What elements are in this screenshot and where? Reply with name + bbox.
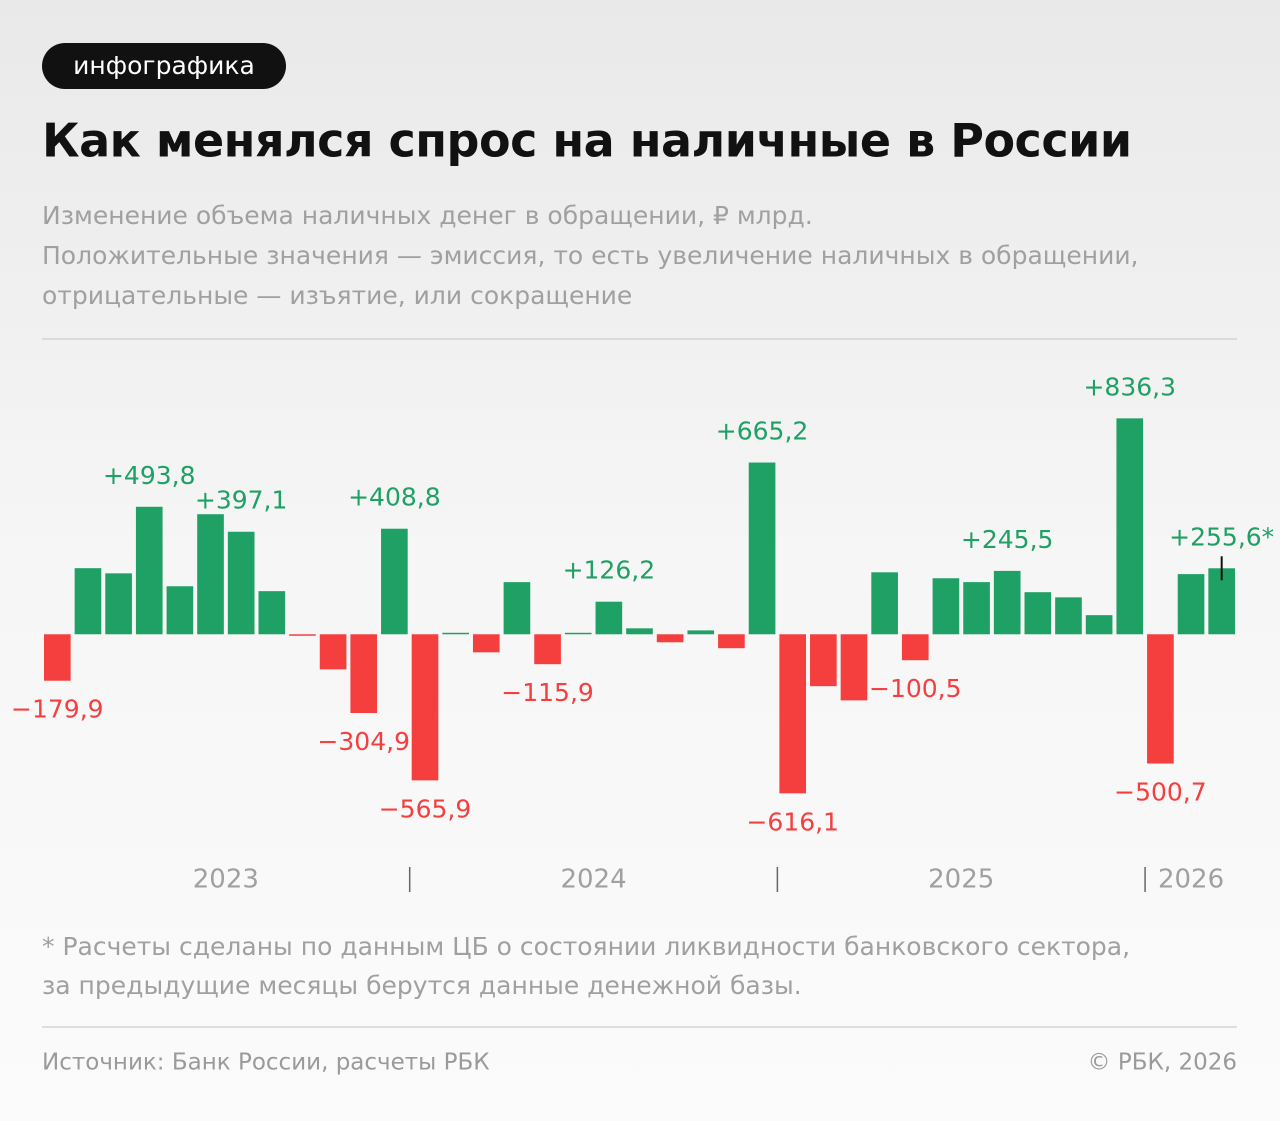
bar (350, 634, 378, 713)
value-label: −500,7 (1114, 778, 1207, 807)
bar (166, 586, 194, 635)
year-label: 2025 (928, 865, 994, 895)
bar (135, 506, 163, 635)
bar (105, 573, 132, 635)
bar (503, 582, 531, 635)
value-label: +255,6* (1169, 522, 1274, 551)
value-label: +665,2 (716, 417, 809, 446)
bar (687, 630, 715, 635)
footnote: * Расчеты сделаны по данным ЦБ о состоян… (42, 932, 1130, 961)
bar (1116, 418, 1144, 635)
bar (564, 632, 592, 635)
value-label: +126,2 (563, 556, 656, 585)
bar (748, 462, 776, 635)
bar (289, 634, 316, 636)
bar (381, 528, 408, 635)
bar (595, 601, 623, 635)
value-label: +245,5 (961, 525, 1054, 554)
bar (810, 634, 837, 687)
bar (840, 634, 868, 701)
bar (993, 570, 1021, 635)
source: Источник: Банк России, расчеты РБК (42, 1050, 490, 1076)
chart-title: Как менялся спрос на наличные в России (42, 114, 1132, 168)
subtitle: Изменение объема наличных денег в обраще… (42, 201, 813, 230)
value-label: −616,1 (746, 807, 839, 836)
bar (718, 634, 745, 649)
value-label: −115,9 (501, 678, 594, 707)
bar (871, 572, 898, 635)
plot: −179,9 +493,8+397,1 −304,9 +408,8 −565,9 −115… (11, 372, 1274, 894)
bar (44, 634, 71, 681)
bar (472, 634, 500, 653)
bar (1024, 592, 1052, 635)
value-label: −304,9 (317, 727, 410, 756)
bar (534, 634, 561, 665)
year-label: 2026 (1158, 865, 1224, 895)
value-label: −565,9 (379, 794, 472, 823)
value-label: +408,8 (348, 483, 441, 512)
bar (1147, 634, 1174, 764)
value-label: +493,8 (103, 461, 196, 490)
bar (197, 514, 224, 635)
bar (932, 578, 960, 635)
bar (963, 582, 990, 635)
bar (626, 628, 653, 635)
bar (901, 634, 929, 661)
value-label: −100,5 (869, 674, 962, 703)
bar (779, 634, 807, 794)
bar (1085, 615, 1113, 635)
subtitle: Положительные значения — эмиссия, то ест… (42, 241, 1139, 270)
bar (227, 531, 255, 635)
copyright: © РБК, 2026 (1088, 1050, 1237, 1076)
bar (258, 591, 286, 635)
value-label: +836,3 (1083, 372, 1176, 401)
bar (442, 632, 469, 635)
bar (656, 634, 684, 643)
footnote: за предыдущие месяцы берутся данные дене… (42, 971, 802, 1000)
value-label: −179,9 (11, 695, 104, 724)
bar (1055, 597, 1082, 635)
badge (42, 43, 286, 89)
year-label: 2023 (193, 865, 259, 895)
bar (319, 634, 347, 670)
bar (74, 568, 102, 635)
value-label: +397,1 (195, 486, 288, 515)
bar (1177, 574, 1205, 635)
subtitle: отрицательные — изъятие, или сокращение (42, 281, 632, 310)
year-label: 2024 (560, 865, 626, 895)
badge-text: инфографика (73, 51, 255, 80)
bar (411, 634, 439, 781)
